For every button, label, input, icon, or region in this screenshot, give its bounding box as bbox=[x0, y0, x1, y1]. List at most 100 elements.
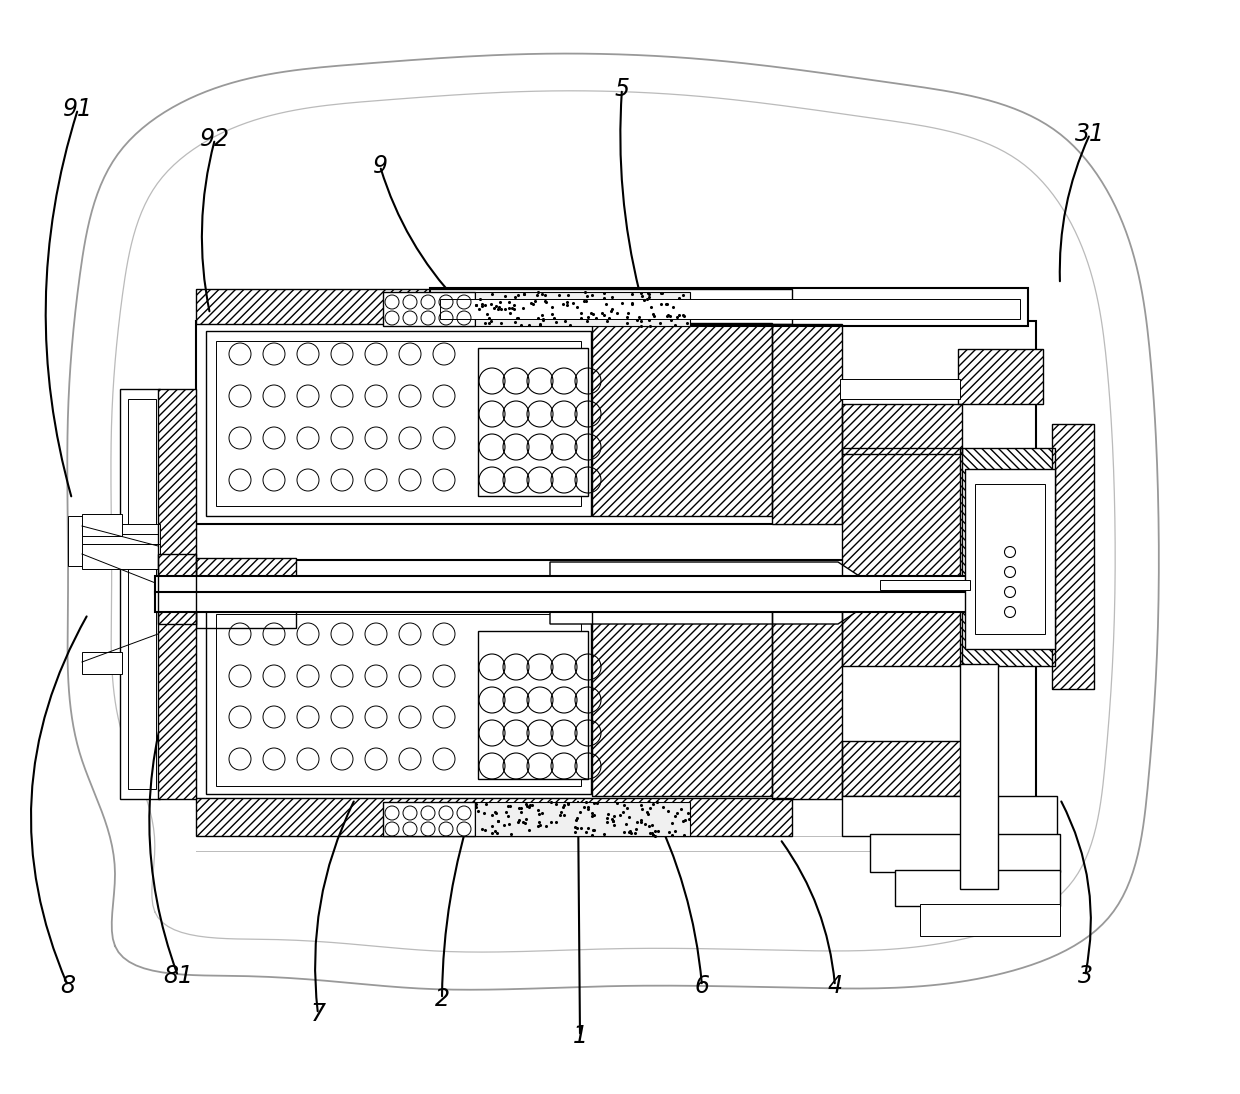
Point bbox=[631, 796, 651, 814]
Bar bbox=[959, 349, 1043, 404]
Point bbox=[516, 795, 536, 813]
Point bbox=[645, 822, 665, 839]
Point bbox=[652, 284, 672, 302]
Point bbox=[528, 310, 548, 327]
Point bbox=[619, 824, 639, 841]
Point bbox=[575, 283, 595, 301]
Point bbox=[631, 312, 651, 329]
Bar bbox=[196, 558, 296, 628]
Bar bbox=[773, 324, 842, 524]
Point bbox=[470, 301, 490, 318]
Bar bbox=[773, 600, 842, 799]
Point bbox=[500, 304, 520, 322]
Bar bbox=[155, 577, 1035, 594]
Bar bbox=[842, 404, 962, 454]
Point bbox=[651, 284, 671, 302]
Bar bbox=[842, 796, 1056, 836]
Point bbox=[603, 812, 622, 829]
Point bbox=[584, 806, 604, 824]
Point bbox=[645, 827, 665, 845]
Point bbox=[484, 300, 503, 317]
Bar bbox=[155, 592, 1035, 612]
Point bbox=[533, 311, 553, 328]
Point bbox=[565, 823, 585, 840]
Text: 2: 2 bbox=[434, 987, 449, 1011]
Point bbox=[518, 799, 538, 816]
Point bbox=[528, 817, 548, 835]
Point bbox=[496, 803, 516, 820]
Bar bbox=[842, 741, 962, 796]
Point bbox=[673, 813, 693, 830]
Point bbox=[510, 812, 529, 829]
Bar bbox=[773, 324, 842, 524]
Point bbox=[558, 795, 578, 813]
Point bbox=[670, 289, 689, 306]
Point bbox=[621, 294, 641, 312]
Point bbox=[594, 306, 614, 324]
Point bbox=[557, 295, 577, 313]
Point bbox=[594, 825, 614, 842]
Point bbox=[500, 796, 520, 814]
Bar bbox=[196, 289, 792, 324]
Point bbox=[665, 807, 684, 825]
Point bbox=[603, 813, 622, 830]
Point bbox=[481, 312, 501, 329]
Point bbox=[472, 298, 492, 315]
Point bbox=[642, 825, 662, 842]
Point bbox=[593, 305, 613, 323]
Text: 7: 7 bbox=[310, 1002, 325, 1026]
Text: 1: 1 bbox=[573, 1024, 588, 1048]
Point bbox=[511, 800, 531, 817]
Point bbox=[629, 309, 649, 326]
Point bbox=[594, 290, 614, 307]
Bar bbox=[430, 288, 1028, 326]
Point bbox=[565, 818, 585, 836]
Point bbox=[498, 807, 518, 825]
Point bbox=[578, 287, 598, 304]
Point bbox=[582, 807, 601, 825]
Point bbox=[498, 798, 518, 815]
Bar bbox=[839, 379, 960, 399]
Point bbox=[577, 313, 596, 330]
Point bbox=[515, 286, 534, 303]
Bar bbox=[206, 604, 591, 794]
Point bbox=[641, 298, 661, 315]
Point bbox=[626, 820, 646, 838]
Bar bbox=[383, 292, 475, 326]
Point bbox=[641, 800, 661, 817]
Point bbox=[678, 804, 698, 822]
Point bbox=[502, 299, 522, 316]
Point bbox=[670, 305, 689, 323]
Point bbox=[508, 310, 528, 327]
Point bbox=[587, 794, 606, 812]
Point bbox=[507, 309, 527, 326]
Point bbox=[482, 825, 502, 842]
Point bbox=[475, 314, 495, 331]
Point bbox=[625, 825, 645, 842]
Bar bbox=[591, 598, 773, 796]
Text: 31: 31 bbox=[1075, 123, 1105, 146]
Bar bbox=[196, 628, 1035, 664]
Point bbox=[542, 813, 562, 830]
Point bbox=[491, 314, 511, 331]
Point bbox=[574, 799, 594, 816]
Point bbox=[527, 287, 547, 304]
Point bbox=[657, 294, 677, 312]
Bar bbox=[870, 834, 1060, 872]
Bar bbox=[591, 323, 773, 516]
Bar bbox=[196, 289, 792, 324]
Point bbox=[470, 290, 490, 307]
Text: 81: 81 bbox=[162, 964, 193, 988]
Point bbox=[598, 805, 618, 823]
Point bbox=[490, 293, 510, 311]
Point bbox=[626, 814, 646, 831]
Point bbox=[637, 803, 657, 820]
Bar bbox=[196, 524, 1035, 560]
Point bbox=[529, 805, 549, 823]
Point bbox=[583, 804, 603, 822]
Point bbox=[485, 823, 505, 840]
Polygon shape bbox=[551, 562, 885, 624]
Point bbox=[528, 802, 548, 819]
Bar bbox=[880, 580, 970, 590]
Point bbox=[627, 311, 647, 328]
